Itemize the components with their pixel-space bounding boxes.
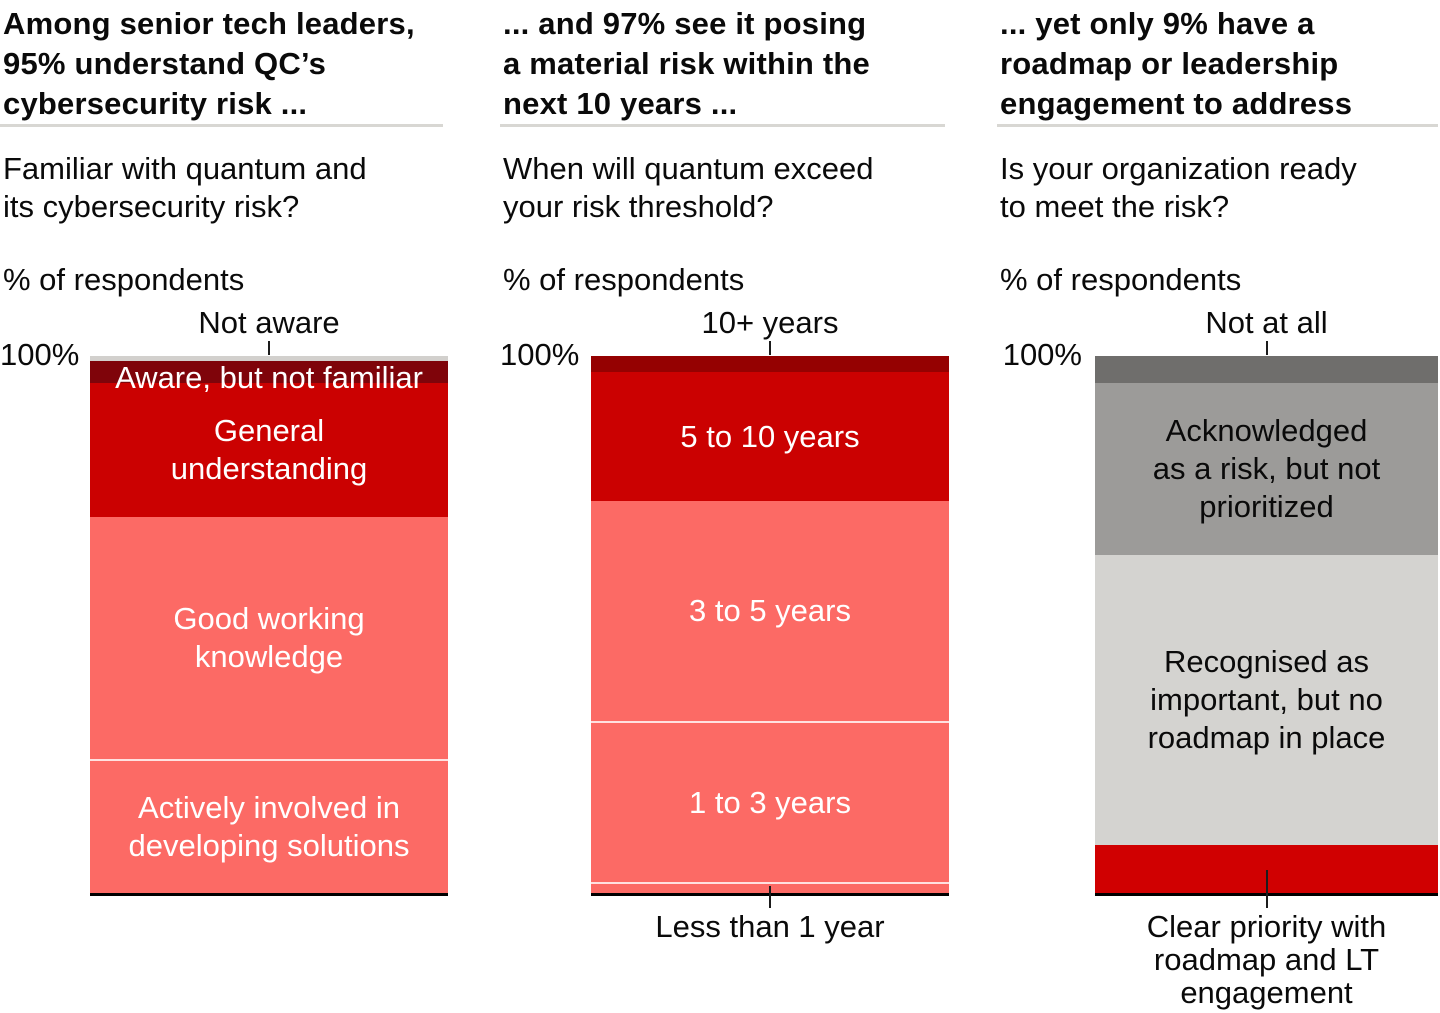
panel-header: ... yet only 9% have a roadmap or leader…: [1000, 6, 1353, 121]
panel-familiarity: Among senior tech leaders, 95% understan…: [0, 0, 448, 1013]
bar-segment-acknowledged-as-a-risk-but-not-prioritized: Acknowledged as a risk, but not prioriti…: [1095, 382, 1438, 555]
top-callout-label: Not aware: [198, 305, 340, 340]
panel-header: ... and 97% see it posing a material ris…: [503, 6, 870, 121]
axis-100-label: 100%: [1002, 337, 1082, 372]
stacked-bar-risk-timing: 5 to 10 years 3 to 5 years 1 to 3 years: [591, 356, 949, 893]
bar-segment-good-working-knowledge: Good working knowledge: [90, 517, 448, 759]
panel-question: When will quantum exceed your risk thres…: [503, 151, 874, 224]
panel-readiness: ... yet only 9% have a roadmap or leader…: [997, 0, 1438, 1013]
x-axis-line: [90, 893, 448, 896]
axis-100-label: 100%: [500, 337, 580, 372]
bar-segment-5-to-10-years: 5 to 10 years: [591, 372, 949, 501]
segment-label: 5 to 10 years: [680, 418, 860, 454]
header-divider: [500, 124, 945, 127]
top-callout-line: [268, 341, 270, 355]
top-callout-line: [769, 341, 771, 355]
bar-segment-general-understanding: General understanding: [90, 382, 448, 518]
unit-label: % of respondents: [503, 262, 745, 297]
segment-label: 1 to 3 years: [689, 784, 851, 820]
panel-question: Familiar with quantum and its cybersecur…: [3, 151, 367, 224]
bar-segment-actively-involved-in-developing-solutions: Actively involved in developing solution…: [90, 758, 448, 893]
header-divider: [997, 124, 1438, 127]
segment-label: General understanding: [170, 412, 368, 486]
panel-header: Among senior tech leaders, 95% understan…: [3, 6, 415, 121]
bar-segment-not-aware: [90, 356, 448, 362]
bar-segment-3-to-5-years: 3 to 5 years: [591, 500, 949, 722]
panel-risk-timing: ... and 97% see it posing a material ris…: [500, 0, 949, 1013]
bottom-callout-label: Clear priority with roadmap and LT engag…: [1146, 909, 1387, 1010]
axis-100-label: 100%: [0, 337, 80, 372]
bar-segment-aware-but-not-familiar: Aware, but not familiar: [90, 360, 448, 395]
header-divider: [0, 124, 443, 127]
bar-segment-not-at-all: [1095, 356, 1438, 383]
panel-question: Is your organization ready to meet the r…: [1000, 151, 1357, 224]
unit-label: % of respondents: [3, 262, 245, 297]
top-callout-line: [1265, 341, 1268, 355]
segment-label: Good working knowledge: [173, 600, 365, 674]
segment-label: Actively involved in developing solution…: [128, 789, 410, 863]
top-callout-label: Not at all: [1205, 305, 1328, 340]
segment-label: Acknowledged as a risk, but not prioriti…: [1152, 412, 1381, 524]
bottom-callout-line: [769, 886, 771, 908]
unit-label: % of respondents: [1000, 262, 1242, 297]
bar-segment-10-years: [591, 356, 949, 373]
bottom-callout-line: [1265, 870, 1268, 908]
stacked-bar-readiness: Acknowledged as a risk, but not prioriti…: [1095, 356, 1438, 893]
segment-label: Recognised as important, but no roadmap …: [1147, 643, 1386, 755]
bar-segment-recognised-as-important-but-no-roadmap-in-place: Recognised as important, but no roadmap …: [1095, 554, 1438, 845]
segment-label: Aware, but not familiar: [115, 360, 423, 396]
top-callout-label: 10+ years: [701, 305, 839, 340]
bottom-callout-label: Less than 1 year: [655, 909, 885, 944]
stacked-bar-familiarity: Aware, but not familiar General understan…: [90, 356, 448, 893]
bar-segment-1-to-3-years: 1 to 3 years: [591, 721, 949, 883]
segment-label: 3 to 5 years: [689, 593, 851, 629]
